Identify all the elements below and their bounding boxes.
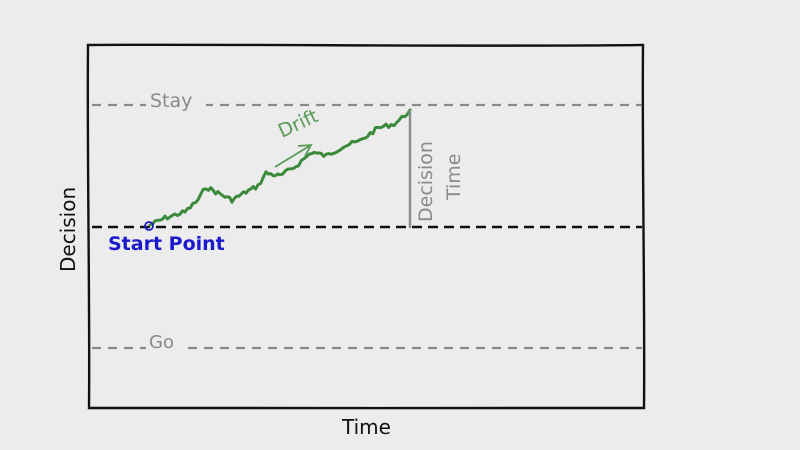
lower-boundary-label: Go — [149, 332, 174, 353]
drift-arrow-shaft — [274, 144, 312, 168]
decision-time-label-line1: Decision — [415, 141, 437, 222]
evidence-path — [148, 108, 412, 227]
drift-label: Drift — [275, 105, 322, 142]
upper-boundary-label-bg — [146, 90, 206, 112]
drift-arrow-icon — [297, 143, 313, 157]
upper-boundary-label: Stay — [150, 90, 192, 112]
lower-boundary-label-bg — [146, 332, 182, 354]
plot-frame — [86, 43, 646, 410]
start-point-marker — [144, 221, 154, 231]
y-axis-label: Decision — [56, 187, 80, 272]
x-axis-label: Time — [341, 415, 391, 439]
start-point-label: Start Point — [108, 233, 225, 255]
decision-time-label-line2: Time — [443, 154, 465, 202]
